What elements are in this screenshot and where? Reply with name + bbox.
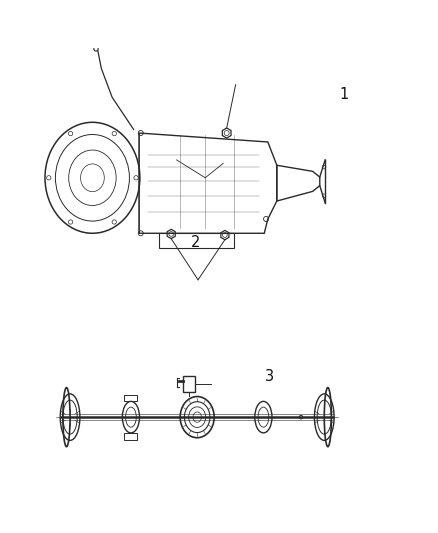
Text: 1: 1 [339, 86, 348, 102]
Text: 3: 3 [265, 369, 274, 384]
Text: 2: 2 [191, 235, 200, 250]
